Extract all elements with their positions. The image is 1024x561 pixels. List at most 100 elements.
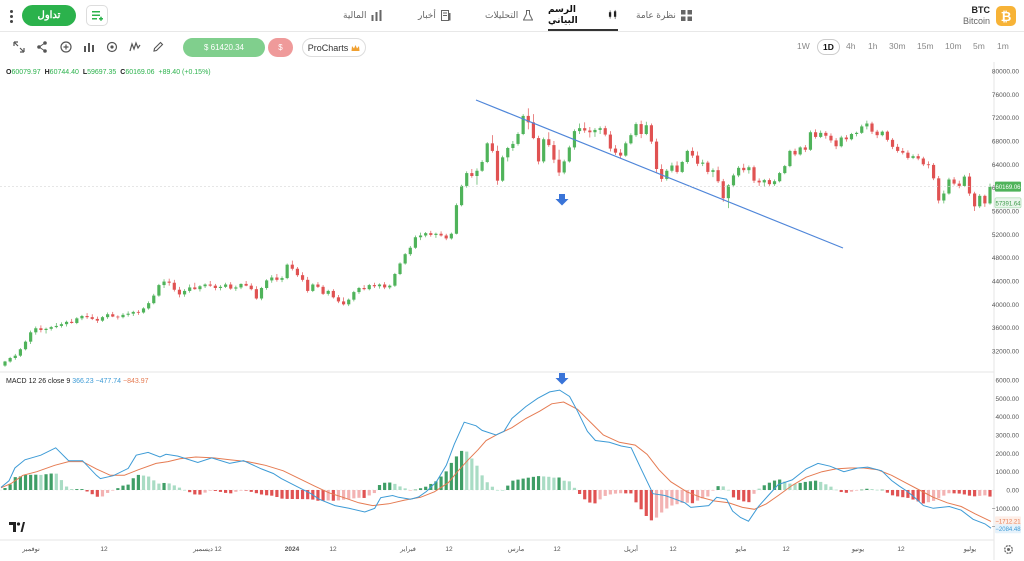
macd-histogram-bar (229, 490, 233, 494)
timeframe-10m[interactable]: 10m (945, 41, 962, 51)
open-label: O (6, 69, 12, 76)
open-value: 60079.97 (11, 69, 41, 76)
trade-button[interactable]: تداول (22, 5, 76, 26)
procharts-button[interactable]: ProCharts (302, 38, 366, 57)
timeframe-15m[interactable]: 15m (917, 41, 934, 51)
macd-histogram-bar (947, 490, 951, 494)
candle-body (44, 328, 48, 330)
macd-histogram-bar (413, 489, 418, 491)
candle-body (434, 233, 438, 235)
time-tick-label: 12 (669, 546, 677, 553)
high-value: 60744.40 (49, 69, 79, 76)
candle-body (501, 157, 505, 181)
timeframe-1d[interactable]: 1D (817, 39, 840, 55)
macd-histogram-bar (860, 489, 864, 491)
candle-body (896, 146, 900, 151)
candle-body (3, 361, 7, 366)
compare-icon[interactable] (128, 40, 142, 54)
candle-body (988, 186, 992, 204)
candle-body (75, 318, 79, 323)
tab-overview[interactable]: نظرة عامة (636, 0, 692, 31)
macd-histogram-bar (721, 486, 725, 490)
close-value: 60169.06 (125, 69, 155, 76)
macd-histogram-bar (819, 481, 823, 490)
candle-body (890, 139, 895, 147)
macd-histogram-bar (978, 490, 982, 496)
macd-histogram-bar (13, 477, 17, 490)
candle-body (649, 125, 653, 142)
candle-body (239, 283, 243, 288)
tab-news[interactable]: أخبار (418, 0, 451, 31)
macd-histogram-bar (772, 480, 777, 490)
sell-price-button[interactable]: $ (268, 38, 293, 57)
macd-histogram-bar (495, 489, 500, 491)
list-plus-icon (92, 11, 103, 21)
macd-histogram-bar (208, 490, 212, 491)
macd-histogram-bar (203, 490, 207, 493)
candle-body (213, 285, 217, 288)
macd-histogram-bar (896, 490, 900, 497)
candle-body (567, 147, 571, 162)
share-icon[interactable] (35, 40, 49, 54)
candle-body (408, 247, 412, 255)
buy-price-button[interactable]: $ 61420.34 (183, 38, 265, 57)
macd-histogram-bar (90, 490, 94, 495)
more-options-icon[interactable] (6, 9, 16, 23)
macd-histogram-bar (218, 490, 223, 492)
candle-body (203, 284, 207, 287)
tab-financials[interactable]: المالية (343, 0, 382, 31)
add-circle-icon[interactable] (59, 40, 73, 54)
timeframe-1m[interactable]: 1m (997, 41, 1009, 51)
pencil-icon[interactable] (151, 40, 165, 54)
chart-settings-icon[interactable] (1003, 544, 1014, 555)
signal-value-badge (995, 516, 1021, 526)
macd-histogram-bar (870, 489, 874, 490)
macd-histogram-bar (64, 486, 69, 490)
candle-body (331, 290, 335, 298)
indicators-icon[interactable] (82, 40, 96, 54)
timeframe-5m[interactable]: 5m (973, 41, 985, 51)
macd-histogram-bar (434, 481, 438, 490)
macd-histogram-bar (18, 476, 22, 490)
macd-histogram-bar (865, 488, 869, 490)
candle-body (388, 285, 392, 288)
price-tick-label: 48000.00 (992, 255, 1019, 262)
macd-histogram-bar (834, 489, 838, 491)
tab-chart[interactable]: الرسم البياني (548, 0, 618, 31)
macd-histogram-bar (572, 487, 577, 490)
macd-histogram-bar (306, 490, 310, 500)
candle-body (59, 324, 64, 326)
time-tick-label: يونيو (851, 546, 864, 553)
price-tick-label: 64000.00 (992, 162, 1019, 169)
macd-histogram-bar (213, 490, 217, 491)
candle-body (454, 205, 459, 234)
macd-histogram-bar (475, 465, 479, 490)
drawn-trendline (475, 99, 844, 249)
timeframe-4h[interactable]: 4h (846, 41, 856, 51)
timeframe-1w[interactable]: 1W (797, 41, 810, 51)
macd-histogram-bar (336, 490, 341, 501)
time-tick-label: 12 (445, 546, 453, 553)
timeframe-30m[interactable]: 30m (889, 41, 906, 51)
settings-gear-icon[interactable] (105, 40, 119, 54)
candle-body (772, 181, 777, 185)
price-chart[interactable]: 80000.00 76000.00 72000.00 68000.00 64000.00… (0, 62, 1024, 561)
orders-list-button[interactable] (86, 5, 108, 26)
candle-body (485, 143, 489, 162)
timeframe-1h[interactable]: 1h (868, 41, 878, 51)
macd-histogram-bar (665, 490, 669, 509)
macd-histogram-bar (613, 490, 618, 494)
candle-body (208, 284, 212, 286)
macd-histogram-bar (680, 490, 684, 503)
candle-body (906, 152, 910, 158)
macd-histogram-bar (695, 490, 700, 501)
expand-icon[interactable] (12, 40, 26, 54)
tab-analytics[interactable]: التحليلات (485, 0, 534, 31)
macd-histogram-bar (542, 476, 546, 490)
candle-body (624, 143, 628, 156)
candle-body (147, 303, 151, 309)
candle-body (531, 122, 536, 139)
macd-histogram-bar (921, 490, 925, 504)
macd-histogram-bar (136, 474, 140, 490)
